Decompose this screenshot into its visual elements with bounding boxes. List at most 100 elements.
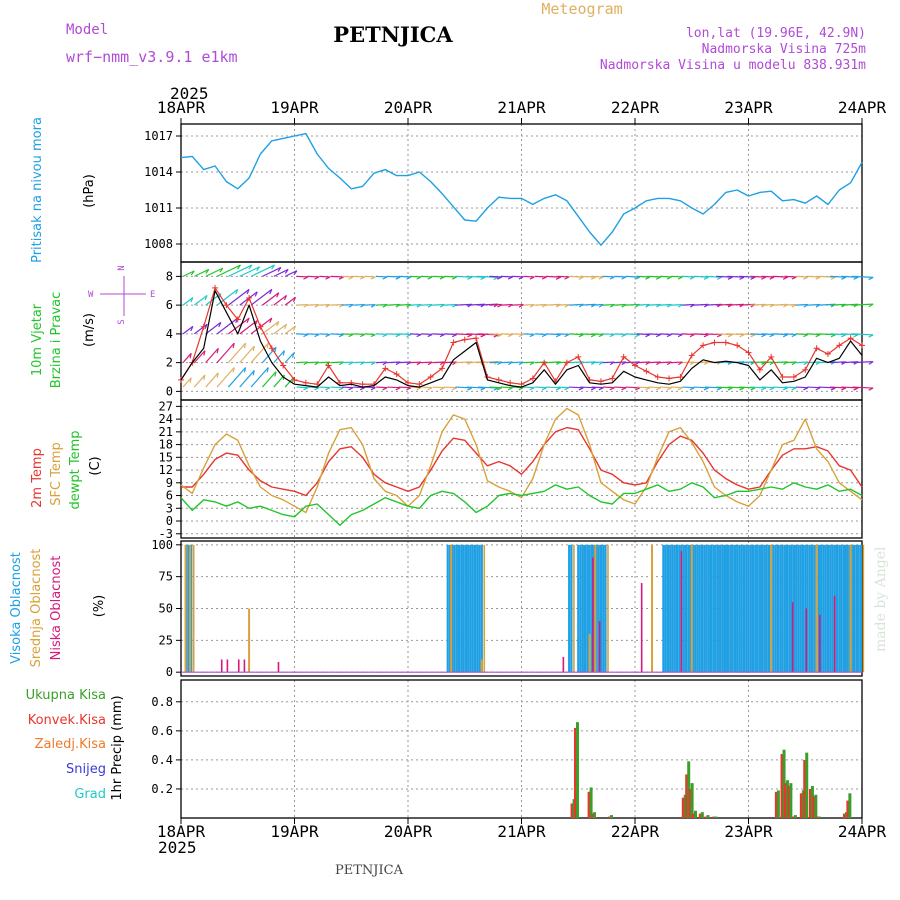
wind-arrow-head xyxy=(703,387,709,391)
wind-ytick-label: 8 xyxy=(166,269,173,283)
wind-arrow xyxy=(784,333,797,336)
wind-arrow-head xyxy=(218,322,222,328)
cloud-panel: 0 25 50 75 100 xyxy=(151,538,865,679)
wind-arrow-head xyxy=(480,276,486,281)
conv-precip-bar xyxy=(681,797,685,818)
wind-arrow-head xyxy=(564,333,570,338)
temp2m-axis-label: 2m Temp xyxy=(30,448,45,508)
wind-arrow-head xyxy=(451,387,457,391)
dewpoint-axis-label: dewpt Temp xyxy=(68,430,83,509)
wind-arrow-head xyxy=(750,276,756,280)
cloud-ytick-label: 0 xyxy=(166,665,173,679)
wind-arrow-head xyxy=(303,387,309,391)
wind-ytick-label: 2 xyxy=(166,356,173,370)
wind-arrow xyxy=(444,333,457,336)
wind-arrow-head xyxy=(791,276,797,280)
wind-arrow-head xyxy=(303,361,309,366)
wind-arrow xyxy=(557,386,570,389)
wind-arrow-head xyxy=(590,276,596,280)
wind-arrow xyxy=(319,303,331,306)
wind-arrow-head xyxy=(276,321,280,327)
wind-arrow xyxy=(671,361,683,364)
pressure-ytick-label: 1008 xyxy=(144,237,173,251)
conv-precip-bar xyxy=(573,727,577,818)
wind-arrow xyxy=(614,386,627,389)
wind-arrow xyxy=(444,303,457,306)
wind-arrow xyxy=(307,275,320,278)
conv-precip-bar xyxy=(787,786,791,818)
wind-arrow xyxy=(421,333,433,336)
wind-arrow xyxy=(500,361,513,364)
wind-arrow xyxy=(659,333,672,336)
wind-arrow xyxy=(614,275,627,278)
wind-arrow-head xyxy=(598,276,604,280)
wind-arrow-head xyxy=(359,333,365,338)
wind-arrow xyxy=(682,303,695,306)
wind-arrow-head xyxy=(868,303,874,308)
wind-arrow xyxy=(250,264,275,277)
wind-arrow xyxy=(523,386,535,389)
wind-arrow xyxy=(228,288,250,306)
wind-arrow xyxy=(341,275,354,278)
wind-arrow-head xyxy=(382,304,388,308)
wind-arrow-head xyxy=(703,276,709,280)
wind-arrow xyxy=(227,367,247,388)
wind-arrow-head xyxy=(256,266,261,272)
bottom-date-label: 18APR xyxy=(157,822,206,841)
wind-arrow-head xyxy=(841,387,847,391)
wind-arrow-head xyxy=(727,334,733,338)
wind-arrow-head xyxy=(868,276,874,281)
wind-arrow xyxy=(228,317,250,335)
wind-arrow-head xyxy=(830,276,836,280)
wind-arrow-head xyxy=(493,387,499,391)
wind-arrow-head xyxy=(508,361,513,366)
wind-arrow xyxy=(284,325,296,335)
wind-arrow-head xyxy=(529,333,535,338)
wind-arrow-head xyxy=(248,264,253,270)
wind-arrow-head xyxy=(348,361,354,366)
wind-arrow xyxy=(296,361,309,364)
wind-arrow xyxy=(330,275,344,278)
wind-arrow-head xyxy=(769,333,775,338)
wind-arrow-head xyxy=(216,372,219,378)
wind-arrow-head xyxy=(703,334,709,338)
wind-arrow xyxy=(761,386,775,389)
wind-arrow-head xyxy=(507,333,513,338)
wind-arrow xyxy=(341,361,354,364)
wind-arrow xyxy=(761,361,775,364)
wind-arrow xyxy=(375,275,388,278)
wind-arrow-head xyxy=(635,276,641,280)
wind-arrow xyxy=(489,303,502,306)
total-precip-bar xyxy=(610,815,614,818)
wind-arrow xyxy=(489,386,502,389)
pressure-unit: (hPa) xyxy=(82,174,97,208)
wind-arrow xyxy=(432,333,445,336)
total-precip-bar xyxy=(700,812,704,818)
wind-arrow-head xyxy=(303,304,309,308)
wind-arrow xyxy=(432,275,445,278)
wind-arrow xyxy=(807,303,821,306)
wind-arrow-head xyxy=(254,291,258,297)
wind-panel: 0 2 4 6 8 xyxy=(166,261,874,401)
wind-arrow-head xyxy=(480,334,486,338)
wind-arrow xyxy=(182,352,192,364)
wind-arrow-head xyxy=(782,334,788,338)
wind-arrow xyxy=(636,275,651,278)
wind-arrow xyxy=(761,333,775,336)
compass-west: W xyxy=(88,290,94,300)
wind-arrow-head xyxy=(739,276,745,280)
wind-arrow xyxy=(523,303,535,306)
wind-arrow-head xyxy=(621,304,627,308)
wind-arrow xyxy=(375,361,388,364)
wind-arrow-head xyxy=(621,276,627,280)
watermark: made by Angel xyxy=(873,546,889,652)
wind-arrow-head xyxy=(578,276,584,280)
wind-arrow xyxy=(852,386,874,389)
altitude-label: Nadmorska Visina 725m xyxy=(702,42,867,57)
wind-arrow-head xyxy=(292,325,297,331)
bottom-date-label: 21APR xyxy=(497,822,546,841)
wind-arrow xyxy=(193,374,206,388)
total-precip-bar xyxy=(694,810,698,818)
wind-arrow xyxy=(432,386,445,389)
wind-arrow xyxy=(182,325,194,335)
